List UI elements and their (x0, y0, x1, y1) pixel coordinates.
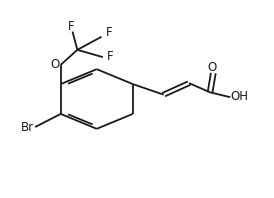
Text: O: O (207, 61, 216, 74)
Text: O: O (51, 58, 60, 71)
Text: OH: OH (230, 90, 248, 103)
Text: Br: Br (21, 121, 34, 134)
Text: F: F (106, 26, 112, 39)
Text: F: F (68, 20, 75, 33)
Text: F: F (107, 50, 114, 63)
